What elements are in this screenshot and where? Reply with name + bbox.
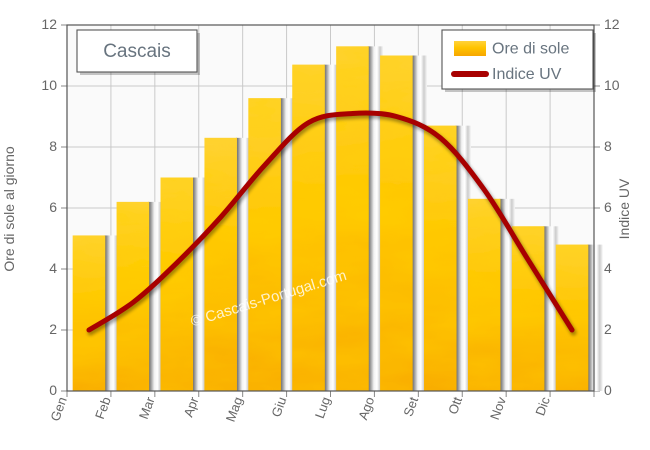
svg-text:Cascais: Cascais: [103, 41, 171, 62]
svg-text:6: 6: [49, 199, 57, 215]
svg-text:12: 12: [604, 16, 620, 32]
svg-text:10: 10: [604, 77, 620, 93]
svg-text:2: 2: [49, 321, 57, 337]
svg-text:Indice UV: Indice UV: [492, 66, 562, 83]
svg-text:6: 6: [604, 199, 612, 215]
svg-text:Ore di sole al giorno: Ore di sole al giorno: [1, 146, 17, 272]
svg-text:12: 12: [41, 16, 57, 32]
svg-text:2: 2: [604, 321, 612, 337]
svg-text:Indice UV: Indice UV: [616, 178, 632, 239]
svg-text:8: 8: [49, 138, 57, 154]
svg-text:0: 0: [49, 382, 57, 398]
svg-text:4: 4: [604, 260, 612, 276]
svg-text:0: 0: [604, 382, 612, 398]
svg-text:Ore di sole: Ore di sole: [492, 41, 569, 58]
svg-text:10: 10: [41, 77, 57, 93]
svg-text:8: 8: [604, 138, 612, 154]
svg-text:4: 4: [49, 260, 57, 276]
